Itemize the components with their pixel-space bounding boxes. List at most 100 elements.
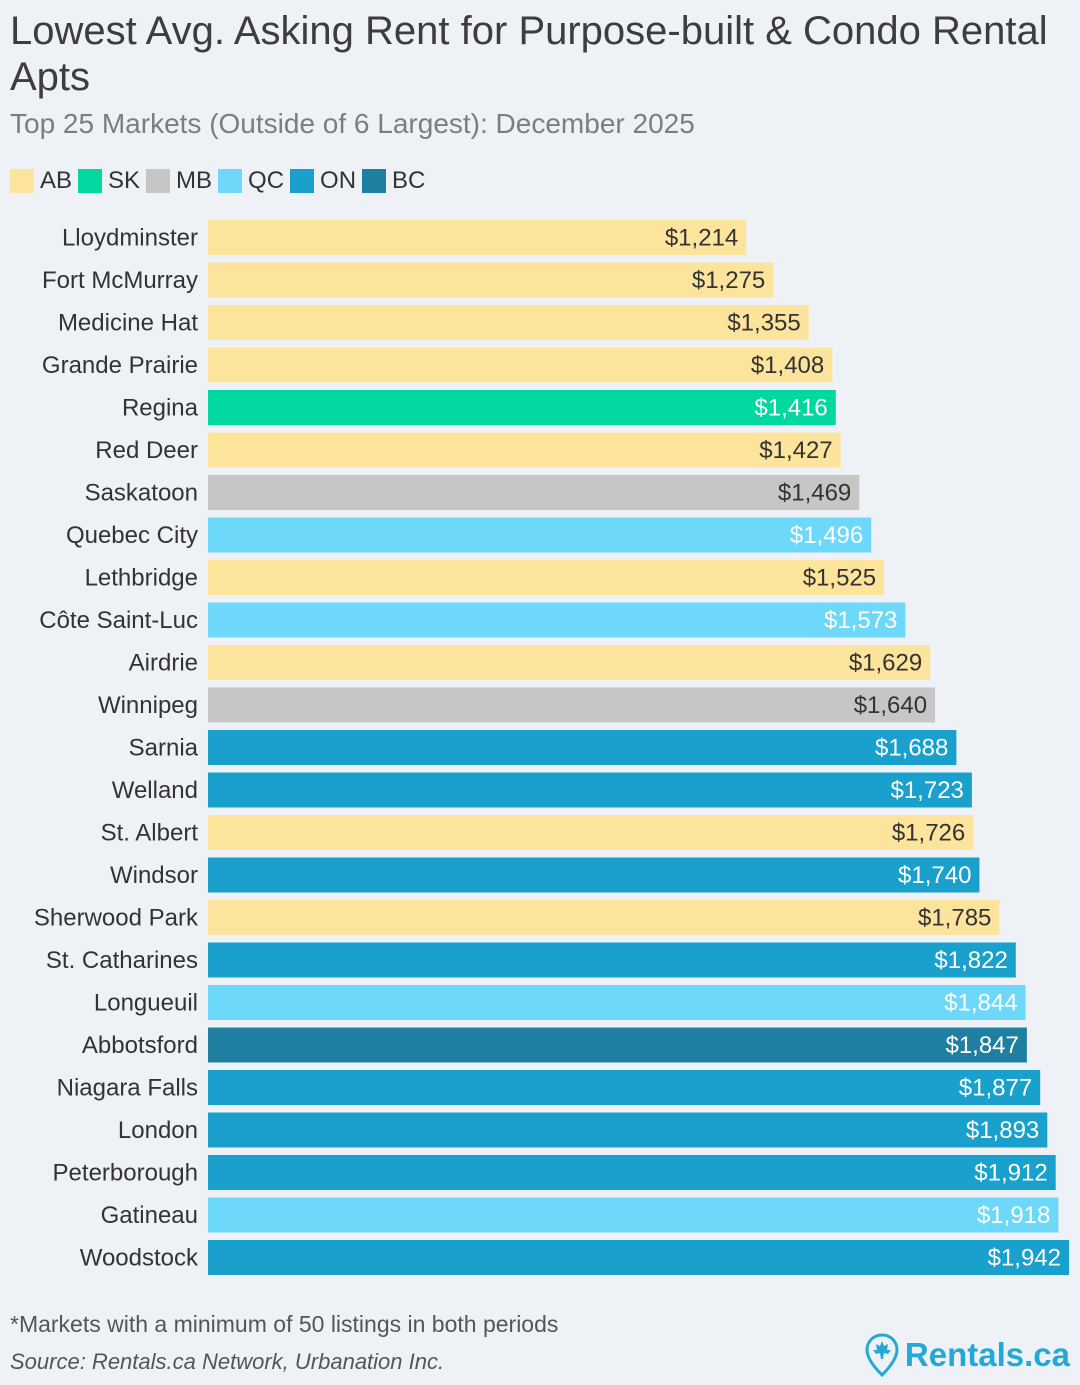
legend-item-qc: QC [218, 167, 284, 195]
category-label-7: Quebec City [66, 522, 198, 549]
category-label-12: Sarnia [129, 735, 199, 762]
bar-12 [208, 730, 957, 765]
value-label-15: $1,740 [898, 862, 971, 889]
category-label-24: Woodstock [80, 1245, 199, 1272]
value-label-20: $1,877 [959, 1075, 1032, 1102]
bar-9 [208, 602, 906, 638]
bar-18 [208, 985, 1026, 1020]
legend-label-bc: BC [392, 167, 426, 194]
bar-2 [208, 305, 809, 340]
bar-8 [208, 560, 885, 595]
bar-3 [208, 347, 833, 383]
chart-title: Lowest Avg. Asking Rent for Purpose-buil… [10, 9, 1048, 99]
category-label-0: Lloydminster [62, 225, 198, 252]
bar-19 [208, 1027, 1027, 1063]
value-label-14: $1,726 [892, 820, 965, 847]
category-label-14: St. Albert [101, 820, 199, 847]
legend-swatch-sk [78, 169, 103, 193]
category-label-10: Airdrie [129, 650, 198, 677]
legend-item-bc: BC [362, 167, 425, 195]
legend-label-sk: SK [108, 167, 141, 194]
bar-20 [208, 1070, 1041, 1105]
category-label-11: Winnipeg [98, 692, 198, 719]
category-label-3: Grande Prairie [42, 352, 198, 379]
legend-swatch-qc [218, 169, 243, 193]
value-label-19: $1,847 [945, 1032, 1018, 1059]
source-note: Source: Rentals.ca Network, Urbanation I… [10, 1349, 445, 1374]
footnote: *Markets with a minimum of 50 listings i… [10, 1311, 559, 1337]
category-label-6: Saskatoon [85, 480, 198, 507]
bar-13 [208, 772, 972, 808]
legend-item-on: ON [290, 167, 356, 195]
category-label-20: Niagara Falls [57, 1075, 198, 1102]
category-label-9: Côte Saint-Luc [39, 607, 198, 634]
value-label-2: $1,355 [727, 310, 800, 337]
value-label-17: $1,822 [934, 947, 1007, 974]
value-label-21: $1,893 [966, 1117, 1039, 1144]
value-label-9: $1,573 [824, 607, 897, 634]
value-label-24: $1,942 [988, 1245, 1061, 1272]
legend-item-ab: AB [10, 167, 72, 195]
legend-item-sk: SK [78, 167, 140, 195]
value-label-3: $1,408 [751, 352, 824, 379]
value-label-8: $1,525 [803, 565, 876, 592]
legend-swatch-bc [362, 169, 387, 193]
value-label-12: $1,688 [875, 735, 948, 762]
value-label-1: $1,275 [692, 267, 765, 294]
legend-swatch-on [290, 169, 315, 193]
bar-5 [208, 432, 841, 468]
category-label-8: Lethbridge [85, 565, 198, 592]
bar-7 [208, 517, 872, 553]
category-label-1: Fort McMurray [42, 267, 198, 294]
legend-label-qc: QC [248, 167, 285, 194]
category-label-5: Red Deer [95, 437, 198, 464]
bar-chart: Lloydminster $1,214 Fort McMurray $1,275 Med… [34, 220, 1069, 1275]
category-label-17: St. Catharines [46, 947, 198, 974]
category-label-19: Abbotsford [82, 1032, 198, 1059]
legend-swatch-ab [10, 169, 34, 193]
value-label-10: $1,629 [849, 650, 922, 677]
category-label-2: Medicine Hat [58, 310, 198, 337]
legend-swatch-mb [146, 169, 171, 193]
bar-14 [208, 815, 974, 850]
legend-label-mb: MB [176, 167, 213, 194]
category-label-21: London [118, 1117, 198, 1144]
legend-item-mb: MB [146, 167, 212, 195]
value-label-0: $1,214 [665, 225, 738, 252]
bar-6 [208, 475, 860, 510]
bar-4 [208, 390, 836, 425]
brand-logo: Rentals.ca [865, 1330, 1070, 1380]
value-label-22: $1,912 [974, 1160, 1047, 1187]
value-label-11: $1,640 [854, 692, 927, 719]
bar-24 [208, 1240, 1069, 1275]
value-label-13: $1,723 [890, 777, 963, 804]
bar-21 [208, 1112, 1048, 1148]
value-label-6: $1,469 [778, 480, 851, 507]
bar-1 [208, 262, 774, 298]
category-label-23: Gatineau [101, 1202, 198, 1229]
bar-10 [208, 645, 931, 680]
value-label-16: $1,785 [918, 905, 991, 932]
category-label-4: Regina [122, 395, 199, 422]
bar-16 [208, 900, 1000, 935]
bar-11 [208, 687, 936, 723]
value-label-4: $1,416 [754, 395, 827, 422]
bar-15 [208, 857, 980, 893]
category-label-18: Longueuil [94, 990, 198, 1017]
bar-23 [208, 1197, 1059, 1233]
category-label-16: Sherwood Park [34, 905, 199, 932]
bar-17 [208, 942, 1016, 978]
value-label-18: $1,844 [944, 990, 1017, 1017]
brand-name: Rentals.ca [904, 1336, 1070, 1373]
value-label-5: $1,427 [759, 437, 832, 464]
category-label-22: Peterborough [53, 1160, 198, 1187]
category-label-13: Welland [112, 777, 198, 804]
bar-0 [208, 220, 747, 255]
legend-label-on: ON [320, 167, 357, 194]
value-label-7: $1,496 [790, 522, 863, 549]
bar-22 [208, 1155, 1056, 1190]
chart-subtitle: Top 25 Markets (Outside of 6 Largest): D… [10, 108, 695, 139]
value-label-23: $1,918 [977, 1202, 1050, 1229]
legend-label-ab: AB [40, 167, 73, 194]
map-pin-leaf-icon [865, 1333, 899, 1377]
